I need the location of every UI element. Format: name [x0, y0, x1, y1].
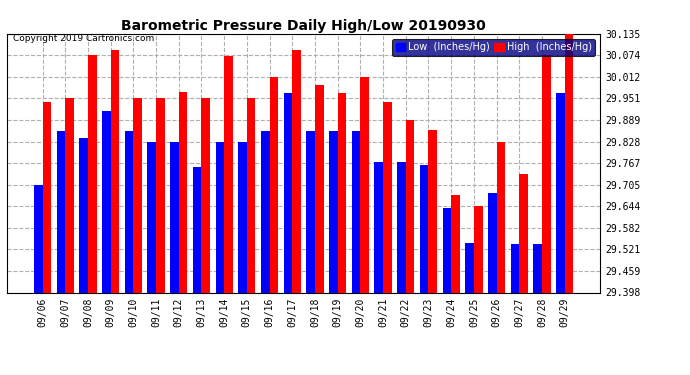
Bar [293, 50, 301, 292]
Bar [520, 174, 528, 292]
Bar [179, 92, 188, 292]
Bar [284, 93, 293, 292]
Bar [497, 141, 505, 292]
Bar [511, 244, 520, 292]
Bar [247, 98, 255, 292]
Bar [201, 98, 210, 292]
Bar [125, 131, 133, 292]
Bar [337, 93, 346, 292]
Bar [43, 102, 51, 292]
Bar [215, 141, 224, 292]
Bar [110, 50, 119, 292]
Bar [488, 194, 497, 292]
Bar [148, 141, 156, 292]
Bar [533, 244, 542, 292]
Legend: Low  (Inches/Hg), High  (Inches/Hg): Low (Inches/Hg), High (Inches/Hg) [392, 39, 595, 56]
Bar [329, 131, 337, 292]
Bar [34, 185, 43, 292]
Bar [375, 162, 383, 292]
Bar [193, 167, 201, 292]
Bar [57, 131, 65, 292]
Bar [79, 138, 88, 292]
Bar [352, 131, 360, 292]
Bar [133, 98, 142, 292]
Bar [315, 85, 324, 292]
Bar [397, 162, 406, 292]
Text: Copyright 2019 Cartronics.com: Copyright 2019 Cartronics.com [13, 34, 154, 43]
Bar [564, 34, 573, 292]
Bar [306, 131, 315, 292]
Bar [270, 77, 278, 292]
Bar [156, 98, 165, 292]
Bar [420, 165, 428, 292]
Bar [383, 102, 392, 292]
Title: Barometric Pressure Daily High/Low 20190930: Barometric Pressure Daily High/Low 20190… [121, 19, 486, 33]
Bar [474, 206, 482, 292]
Bar [238, 141, 247, 292]
Bar [428, 130, 437, 292]
Bar [451, 195, 460, 292]
Bar [261, 131, 270, 292]
Bar [88, 55, 97, 292]
Bar [102, 111, 110, 292]
Bar [465, 243, 474, 292]
Bar [65, 98, 74, 292]
Bar [442, 207, 451, 292]
Bar [224, 56, 233, 292]
Bar [406, 120, 415, 292]
Bar [170, 141, 179, 292]
Bar [556, 93, 564, 292]
Bar [542, 55, 551, 292]
Bar [360, 77, 369, 292]
